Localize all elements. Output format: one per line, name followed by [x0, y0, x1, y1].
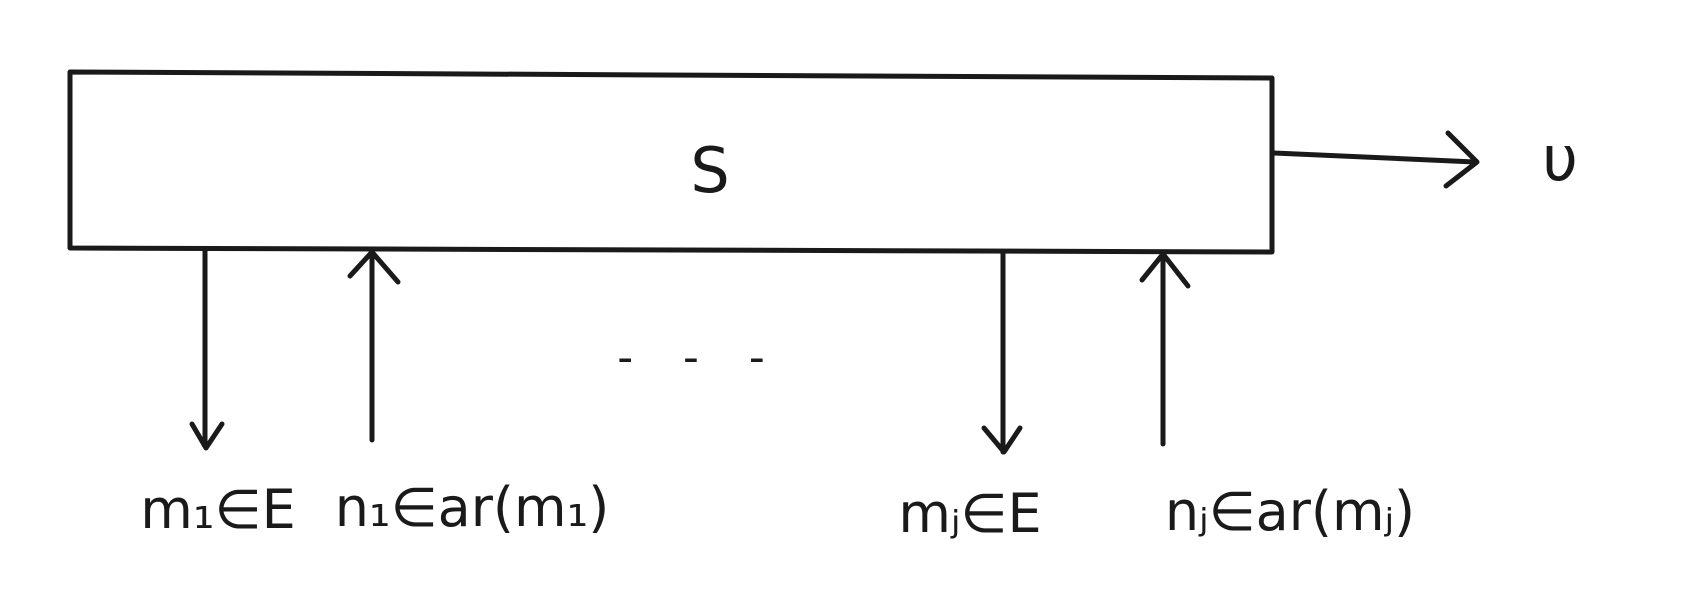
mj-arrow-down — [981, 249, 1023, 455]
label-mj: mⱼ∈E — [898, 482, 1041, 545]
output-arrow — [1271, 130, 1480, 189]
output-label: υ — [1542, 122, 1578, 195]
label-m1: m₁∈E — [140, 478, 295, 541]
nj-arrow-up — [1139, 251, 1191, 447]
m1-arrow-down — [189, 247, 225, 451]
label-nj: nⱼ∈ar(mⱼ) — [1165, 480, 1415, 543]
ellipsis: - - - — [617, 332, 783, 383]
n1-arrow-up — [347, 249, 401, 443]
system-box — [67, 69, 1275, 255]
system-label: S — [690, 134, 729, 207]
label-n1: n₁∈ar(m₁) — [335, 476, 610, 539]
